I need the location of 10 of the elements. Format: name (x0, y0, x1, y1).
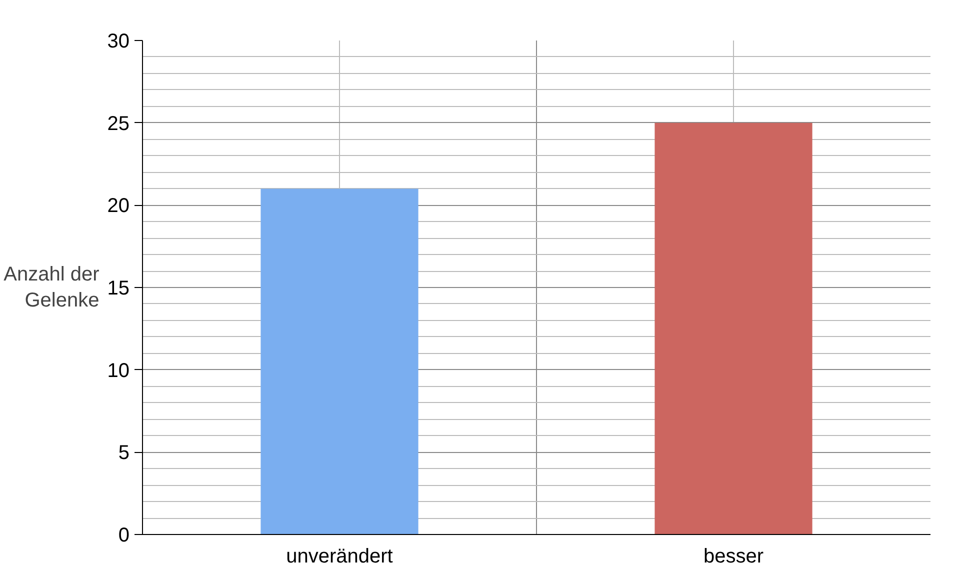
x-tick-label: unverändert (286, 546, 394, 568)
y-tick-label: 0 (118, 524, 130, 546)
y-axis-title: Anzahl der Gelenke (4, 263, 100, 312)
x-tick-label: besser (703, 546, 764, 568)
y-tick-label: 5 (118, 442, 130, 464)
y-tick-label: 30 (107, 30, 130, 52)
y-tick-label: 15 (107, 278, 130, 300)
y-tick-label: 10 (107, 360, 130, 382)
y-tick-label: 25 (107, 112, 130, 135)
y-tick-label: 20 (107, 195, 130, 218)
